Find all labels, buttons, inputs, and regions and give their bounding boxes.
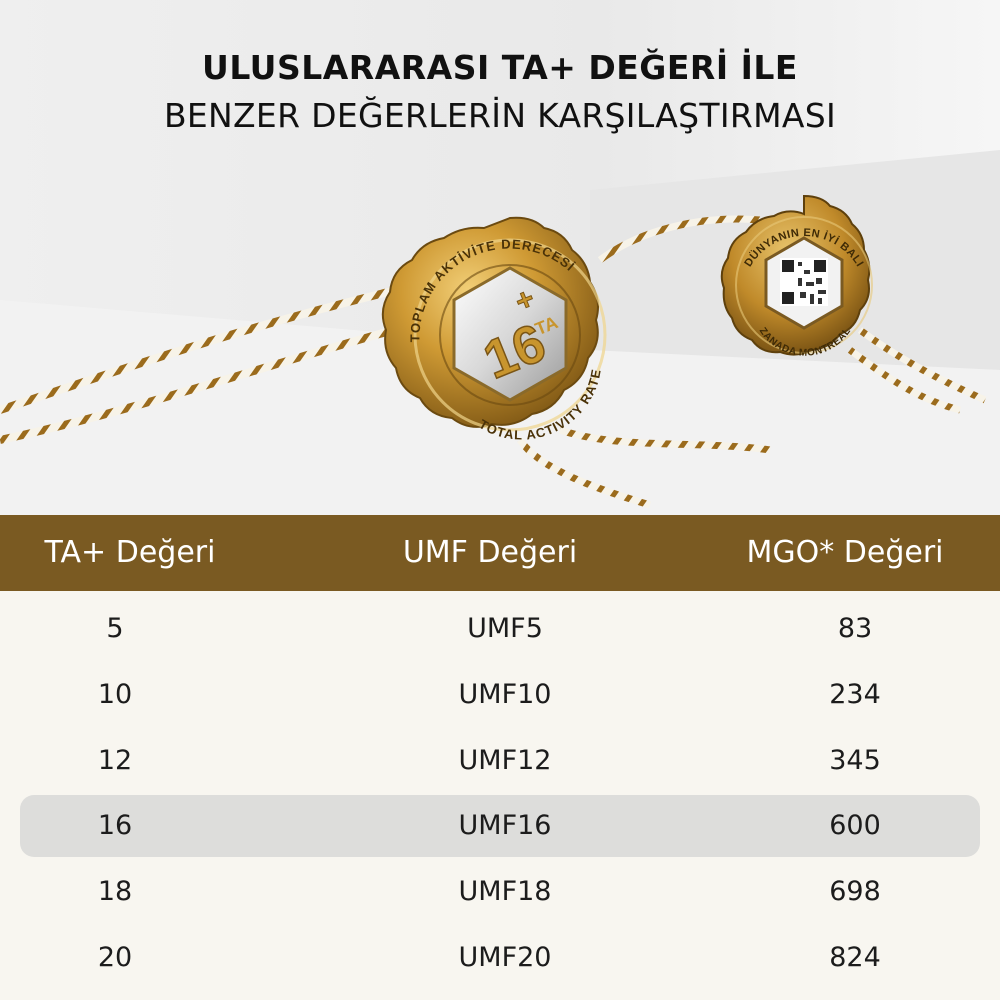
- page-subtitle: BENZER DEĞERLERİN KARŞILAŞTIRMASI: [163, 96, 837, 135]
- table-body: 5 UMF5 83 10 UMF10 234 12 UMF12 345 16 U…: [0, 591, 1000, 1000]
- cell-umf: UMF5: [467, 613, 543, 644]
- table-row: 12 UMF12 345: [20, 730, 980, 792]
- cell-mgo: 824: [829, 942, 881, 973]
- cell-mgo: 345: [829, 745, 881, 776]
- cell-umf: UMF20: [458, 942, 552, 973]
- cell-mgo: 83: [837, 613, 873, 644]
- cell-mgo: 234: [829, 679, 881, 710]
- hero-image: 16 + TA TOPLAM AKTİVİTE DERECESİ TOTAL A…: [0, 0, 1000, 515]
- right-seal: DÜNYANIN EN İYİ BALI ZANADA MONTREAL: [720, 194, 873, 359]
- cell-umf: UMF18: [458, 876, 552, 907]
- column-header-umf: UMF Değeri: [402, 535, 578, 570]
- page-title: ULUSLARARASI TA+ DEĞERİ İLE: [202, 48, 798, 87]
- cell-mgo: 600: [829, 810, 881, 841]
- cell-ta: 16: [97, 810, 133, 841]
- cell-ta: 18: [97, 876, 133, 907]
- cell-ta: 5: [106, 613, 124, 644]
- cell-umf: UMF10: [458, 679, 552, 710]
- product-photo: 16 + TA TOPLAM AKTİVİTE DERECESİ TOTAL A…: [0, 0, 1000, 515]
- cell-ta: 12: [97, 745, 133, 776]
- qr-code-icon: [780, 258, 828, 306]
- column-header-mgo: MGO* Değeri: [746, 535, 944, 570]
- cell-ta: 20: [97, 942, 133, 973]
- cell-mgo: 698: [829, 876, 881, 907]
- column-header-ta: TA+ Değeri: [44, 535, 216, 570]
- table-row: 10 UMF10 234: [20, 664, 980, 726]
- table-row-highlighted: 16 UMF16 600: [20, 795, 980, 857]
- table-row: 5 UMF5 83: [20, 598, 980, 660]
- cell-umf: UMF12: [458, 745, 552, 776]
- cell-umf: UMF16: [458, 810, 552, 841]
- table-row: 20 UMF20 824: [20, 927, 980, 989]
- table-header: TA+ Değeri UMF Değeri MGO* Değeri: [0, 515, 1000, 591]
- cell-ta: 10: [97, 679, 133, 710]
- table-row: 18 UMF18 698: [20, 861, 980, 923]
